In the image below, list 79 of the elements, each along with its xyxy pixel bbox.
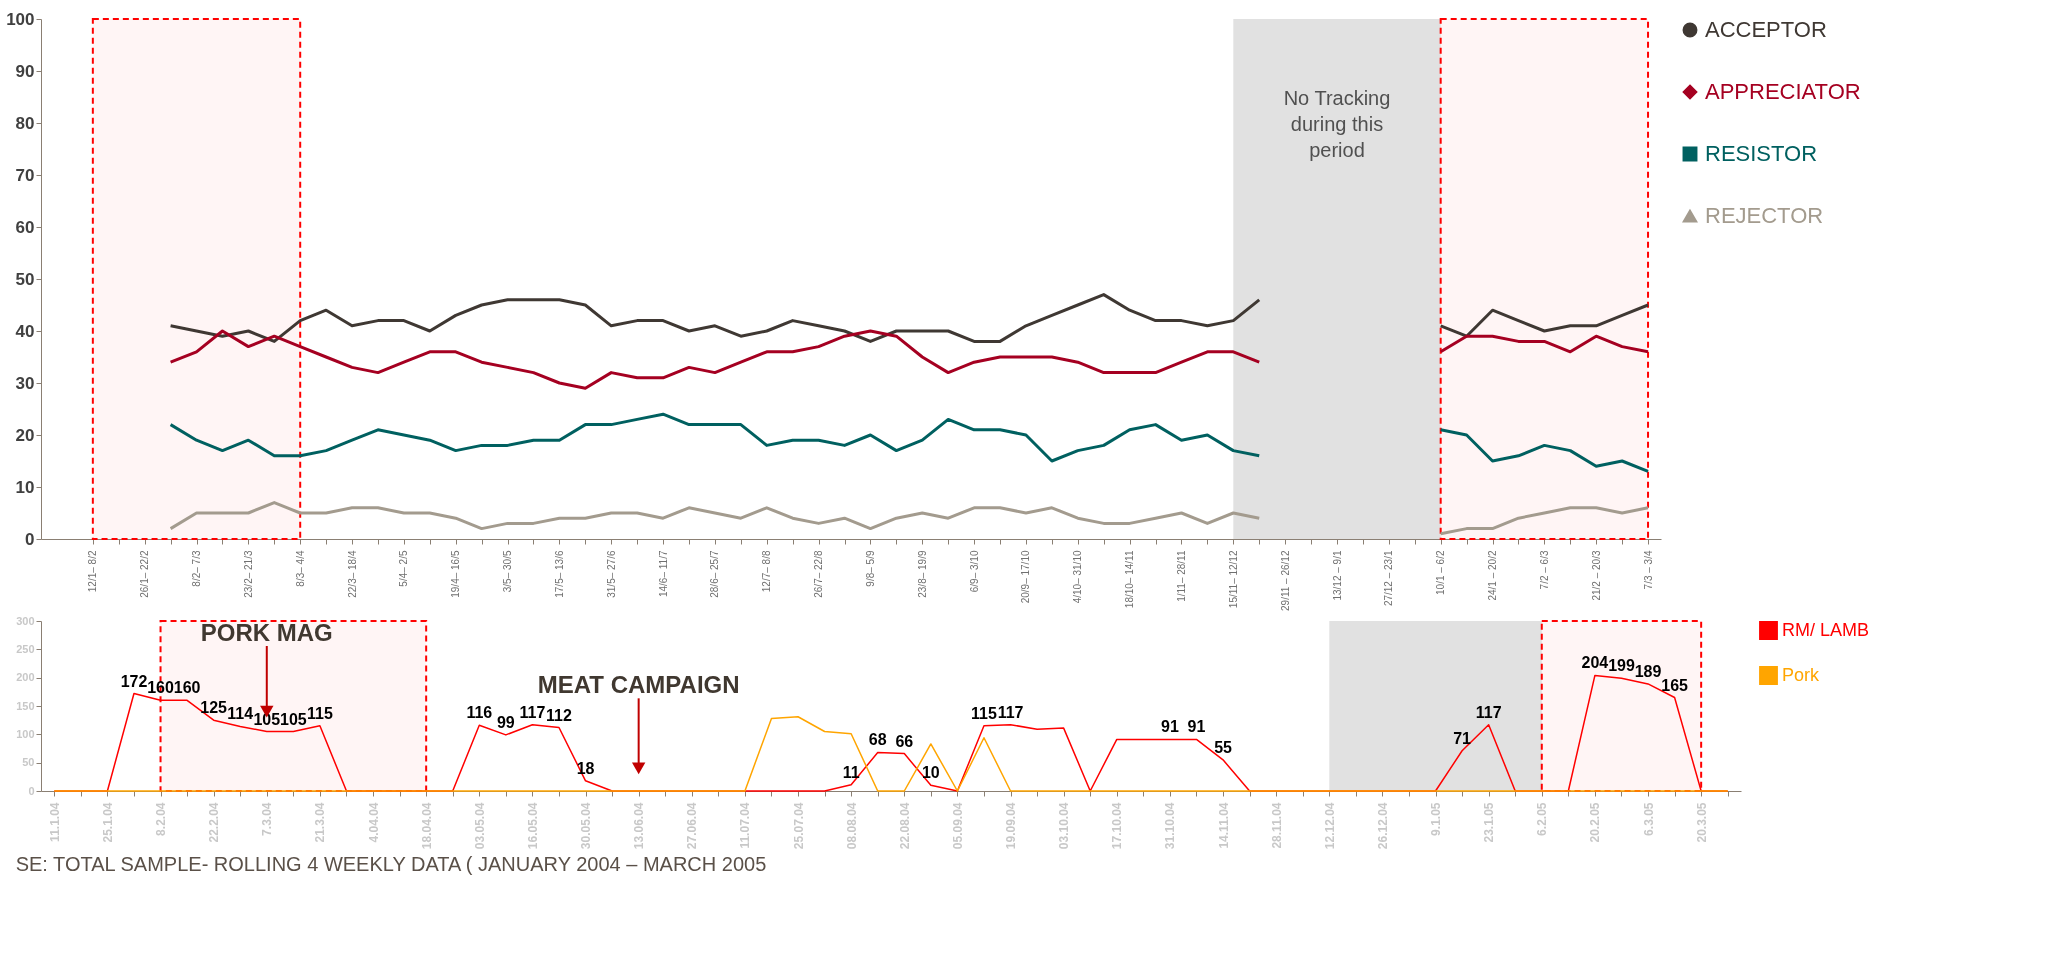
data-label: 189 [1634, 662, 1662, 680]
y-tick-label: 20 [15, 425, 35, 445]
data-label: 115 [971, 704, 997, 722]
x-tick-label: 5/4– 2/5 [398, 550, 410, 587]
x-tick-label: 13/12 – 9/1 [1331, 550, 1343, 601]
data-label: 112 [546, 706, 572, 724]
data-label: 91 [1187, 718, 1206, 736]
legend-label: ACCEPTOR [1705, 17, 1827, 42]
x-tick-label: 3/5– 30/5 [502, 550, 514, 593]
x-tick-label: 23/8– 19/9 [916, 550, 928, 598]
y-tick-label: 100 [6, 9, 35, 29]
x-tick-label: 26/7– 22/8 [813, 550, 825, 598]
data-label: 105 [253, 710, 281, 728]
x-tick-label: 24/1 – 20/2 [1487, 550, 1499, 601]
x-tick-label: 12/7– 8/8 [761, 550, 773, 593]
data-label: 204 [1581, 654, 1609, 672]
data-label: 160 [173, 679, 201, 697]
text: SE: TOTAL SAMPLE- ROLLING 4 WEEKLY DATA ( JANUARY 2004 – MARCH 2005 [15, 852, 767, 875]
x-tick-label: 9/8– 5/9 [864, 550, 876, 587]
data-label: 199 [1608, 657, 1635, 675]
x-tick-label: 8/3– 4/4 [294, 550, 306, 587]
x-tick-label: 6/9– 3/10 [968, 550, 980, 593]
data-label: 165 [1661, 676, 1689, 694]
x-tick-label: 14/6– 11/7 [657, 550, 669, 598]
y-tick-label: 90 [15, 61, 35, 81]
data-label: 55 [1214, 738, 1233, 756]
data-label: 117 [997, 703, 1024, 721]
data-label: 10 [921, 764, 940, 782]
x-tick-label: 12/1– 8/2 [87, 550, 99, 593]
legend-label: APPRECIATOR [1705, 79, 1861, 104]
x-tick-label: 7/2 – 6/3 [1538, 550, 1550, 590]
legend-label: REJECTOR [1705, 203, 1824, 228]
x-tick-label: 18/10– 14/11 [1124, 550, 1136, 609]
x-tick-label: 15/11– 12/12 [1227, 550, 1239, 609]
y-tick-label: 10 [15, 477, 35, 497]
x-tick-label: 23/2– 21/3 [242, 550, 254, 598]
y-tick-label: 70 [15, 165, 35, 185]
x-tick-label: 28/6– 25/7 [709, 550, 721, 598]
annotation: PORK MAG [200, 619, 333, 646]
x-tick-label: 21/2 – 20/3 [1590, 550, 1602, 601]
x-tick-label: 20/9– 17/10 [1020, 550, 1032, 604]
y-tick-label: 80 [15, 113, 35, 133]
band-label: No Tracking during this period [1283, 87, 1391, 161]
data-label: 99 [496, 713, 515, 731]
data-label: 11 [842, 763, 860, 781]
y-tick-label: 40 [15, 321, 35, 341]
data-label: 117 [1475, 703, 1502, 721]
data-label: 125 [200, 699, 228, 717]
y-tick-label: 50 [15, 269, 35, 289]
x-tick-label: 7/3 – 3/4 [1642, 550, 1654, 590]
data-label: 71 [1453, 729, 1472, 747]
data-label: 68 [868, 731, 887, 749]
data-label: 117 [519, 703, 546, 721]
legend-label: RM/ LAMB [1782, 619, 1870, 640]
data-label: 115 [307, 704, 333, 722]
x-tick-label: 27/12 – 23/1 [1383, 550, 1395, 607]
x-tick-label: 29/11 – 26/12 [1279, 550, 1291, 611]
x-tick-label: 8/2– 7/3 [191, 550, 203, 587]
x-tick-label: 4/10– 31/10 [1072, 550, 1084, 604]
data-label: 114 [227, 705, 254, 723]
x-tick-label: 26/1– 22/2 [139, 550, 151, 598]
x-tick-label: 22/3– 18/4 [346, 550, 358, 598]
data-label: 116 [466, 704, 493, 722]
y-tick-label: 0 [25, 529, 35, 549]
x-tick-label: 10/1 – 6/2 [1435, 550, 1447, 595]
legend-label: RESISTOR [1705, 141, 1818, 166]
y-tick-label: 30 [15, 373, 35, 393]
data-label: 91 [1161, 718, 1179, 736]
annotation: MEAT CAMPAIGN [537, 671, 740, 699]
y-tick-label: 60 [15, 217, 35, 237]
data-label: 105 [279, 710, 307, 728]
legend-label: Pork [1782, 664, 1821, 685]
x-tick-label: 17/5– 13/6 [553, 550, 565, 598]
x-tick-label: 31/5– 27/6 [605, 550, 617, 598]
data-label: 160 [147, 679, 174, 697]
x-tick-label: 19/4– 16/5 [450, 550, 462, 598]
data-label: 172 [120, 672, 148, 690]
data-label: 66 [895, 732, 914, 750]
x-tick-label: 1/11– 28/11 [1175, 550, 1187, 602]
